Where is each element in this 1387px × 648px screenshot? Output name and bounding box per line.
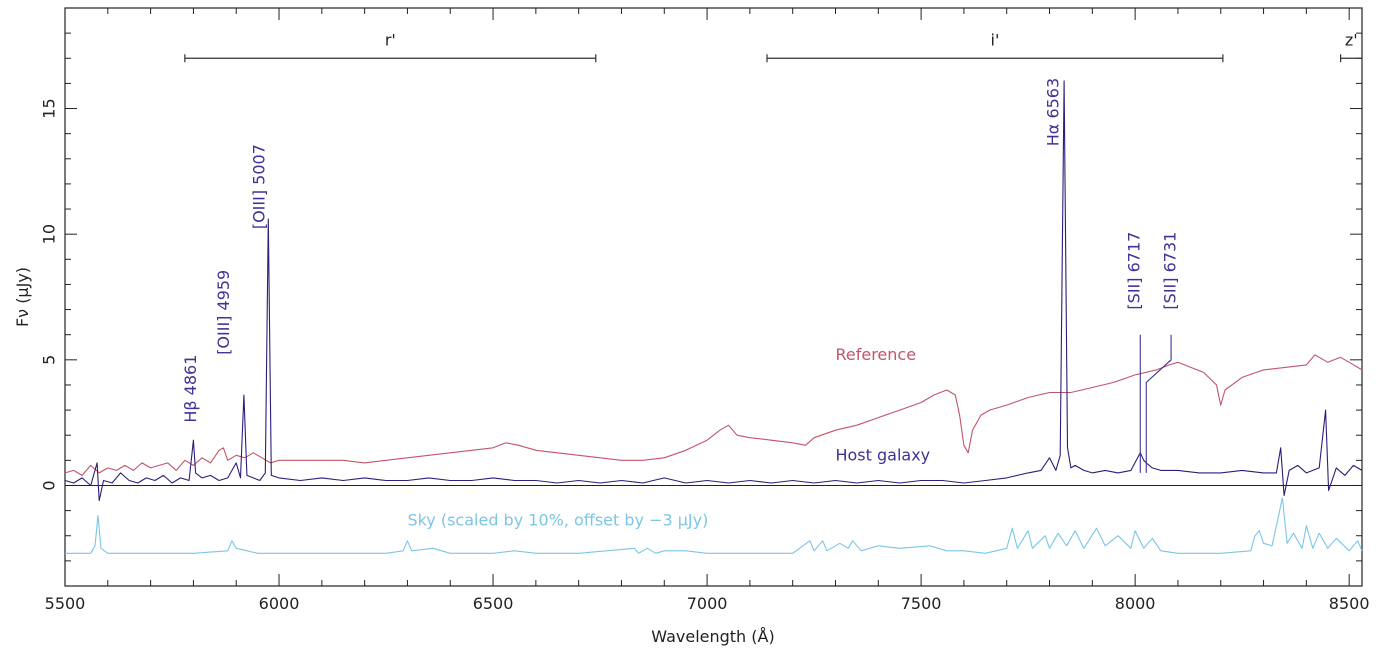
y-tick-label: 5 [40,355,59,365]
series-host [64,80,1363,502]
series-label-reference: Reference [835,345,916,364]
x-axis-label: Wavelength (Å) [651,627,774,646]
line-label: [OIII] 4959 [214,270,233,355]
filter-bands: r' i' z' [184,30,1362,63]
line-annotations: Hβ 4861 [OIII] 4959 [OIII] 5007 Hα 6563 [SII… [181,78,1180,530]
x-tick-label: 7500 [901,594,942,613]
line-label: [OIII] 5007 [250,144,269,229]
y-tick-label: 0 [40,480,59,490]
x-tick-label: 7000 [687,594,728,613]
x-tick-label: 8000 [1115,594,1156,613]
plot-frame [64,7,1363,587]
y-axis-label: Fν (μJy) [13,267,32,327]
x-tick-label: 6500 [473,594,514,613]
band-label: r' [385,30,396,49]
x-tick-label: 5500 [45,594,86,613]
line-label: [SII] 6731 [1161,232,1180,310]
series-label-host: Host galaxy [835,445,930,464]
y-tick-label: 15 [40,98,59,118]
series-sky [65,497,1363,554]
line-label: Hα 6563 [1043,78,1062,146]
series-reference [64,354,1363,476]
band-label: z' [1345,30,1358,49]
axis-ticks: 5500 6000 6500 7000 7500 8000 8500 0 5 10 15 [40,8,1370,613]
x-tick-label: 6000 [259,594,300,613]
line-label: [SII] 6717 [1125,232,1144,310]
y-tick-label: 10 [40,224,59,244]
series-label-sky: Sky (scaled by 10%, offset by −3 μJy) [407,511,708,530]
band-label: i' [991,30,1000,49]
sii-6731-guide [1145,334,1172,473]
x-tick-label: 8500 [1329,594,1370,613]
line-label: Hβ 4861 [181,355,200,423]
